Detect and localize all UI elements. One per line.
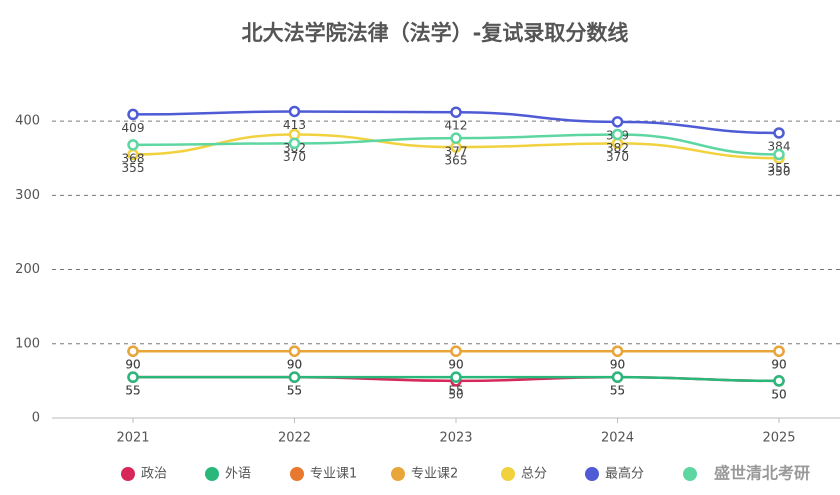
y-tick-label: 100: [15, 336, 40, 351]
y-tick-label: 400: [15, 114, 40, 129]
value-label: 90: [125, 358, 140, 372]
value-label: 90: [287, 358, 302, 372]
value-label: 365: [445, 154, 468, 168]
point: [773, 345, 785, 357]
y-tick-label: 0: [32, 411, 40, 426]
value-label: 368: [122, 151, 145, 165]
point: [611, 128, 624, 141]
value-label: 90: [771, 358, 786, 372]
value-label: 382: [606, 141, 629, 155]
value-label: 55: [610, 384, 625, 398]
point: [288, 137, 301, 150]
value-label: 413: [283, 118, 306, 132]
value-label: 90: [448, 358, 463, 372]
point: [127, 371, 139, 383]
legend-label: 最高分: [605, 466, 644, 482]
point: [611, 371, 624, 383]
watermark: 盛世清北考研: [714, 464, 810, 483]
legend-label: 政治: [141, 467, 167, 482]
legend-marker: [205, 467, 219, 481]
point: [288, 105, 301, 118]
value-label: 90: [771, 358, 786, 372]
point: [288, 371, 301, 383]
value-label: 90: [610, 358, 625, 372]
value-label: 370: [283, 150, 306, 164]
x-tick-label: 2024: [601, 431, 634, 446]
x-tick-label: 2022: [278, 431, 311, 446]
value-label: 50: [771, 387, 786, 401]
value-label: 55: [610, 384, 625, 398]
value-label: 50: [448, 387, 463, 401]
value-label: 355: [122, 161, 145, 175]
y-tick-label: 300: [15, 188, 40, 203]
x-tick-label: 2025: [762, 431, 795, 446]
value-label: 55: [287, 384, 302, 398]
point: [773, 375, 785, 387]
legend-label: 专业课2: [411, 467, 458, 482]
value-label: 55: [125, 384, 140, 398]
legend-marker: [121, 467, 135, 481]
legend-label: 总分: [521, 467, 547, 482]
chart-title: 北大法学院法律（法学）-复试录取分数线: [242, 21, 629, 45]
point: [450, 132, 462, 144]
point: [450, 345, 462, 357]
point: [450, 106, 462, 118]
legend-marker: [683, 467, 697, 481]
value-label: 55: [287, 384, 302, 398]
value-label: 55: [448, 384, 463, 398]
value-label: 384: [768, 139, 791, 153]
point: [773, 148, 785, 161]
value-label: 412: [445, 119, 468, 133]
point: [288, 345, 301, 357]
value-label: 55: [125, 384, 140, 398]
value-label: 350: [768, 165, 791, 179]
value-label: 409: [122, 121, 145, 135]
point: [127, 108, 139, 121]
point: [611, 345, 624, 357]
value-label: 377: [445, 145, 468, 159]
value-label: 90: [287, 358, 302, 372]
value-label: 50: [771, 387, 786, 401]
legend-marker: [501, 467, 515, 481]
legend-marker: [391, 467, 405, 481]
value-label: 355: [768, 161, 791, 175]
point: [773, 127, 785, 139]
point: [611, 116, 624, 128]
legend-marker: [290, 467, 304, 481]
value-label: 370: [606, 150, 629, 164]
x-tick-label: 2021: [116, 431, 149, 446]
legend-marker: [585, 467, 599, 481]
value-label: 90: [448, 358, 463, 372]
y-tick-label: 200: [15, 262, 40, 277]
x-tick-label: 2023: [439, 431, 472, 446]
value-label: 90: [610, 358, 625, 372]
value-label: 90: [125, 358, 140, 372]
point: [127, 139, 139, 151]
point: [450, 371, 462, 383]
legend-label: 外语: [225, 467, 251, 482]
point: [127, 345, 139, 357]
legend-label: 专业课1: [310, 467, 357, 482]
